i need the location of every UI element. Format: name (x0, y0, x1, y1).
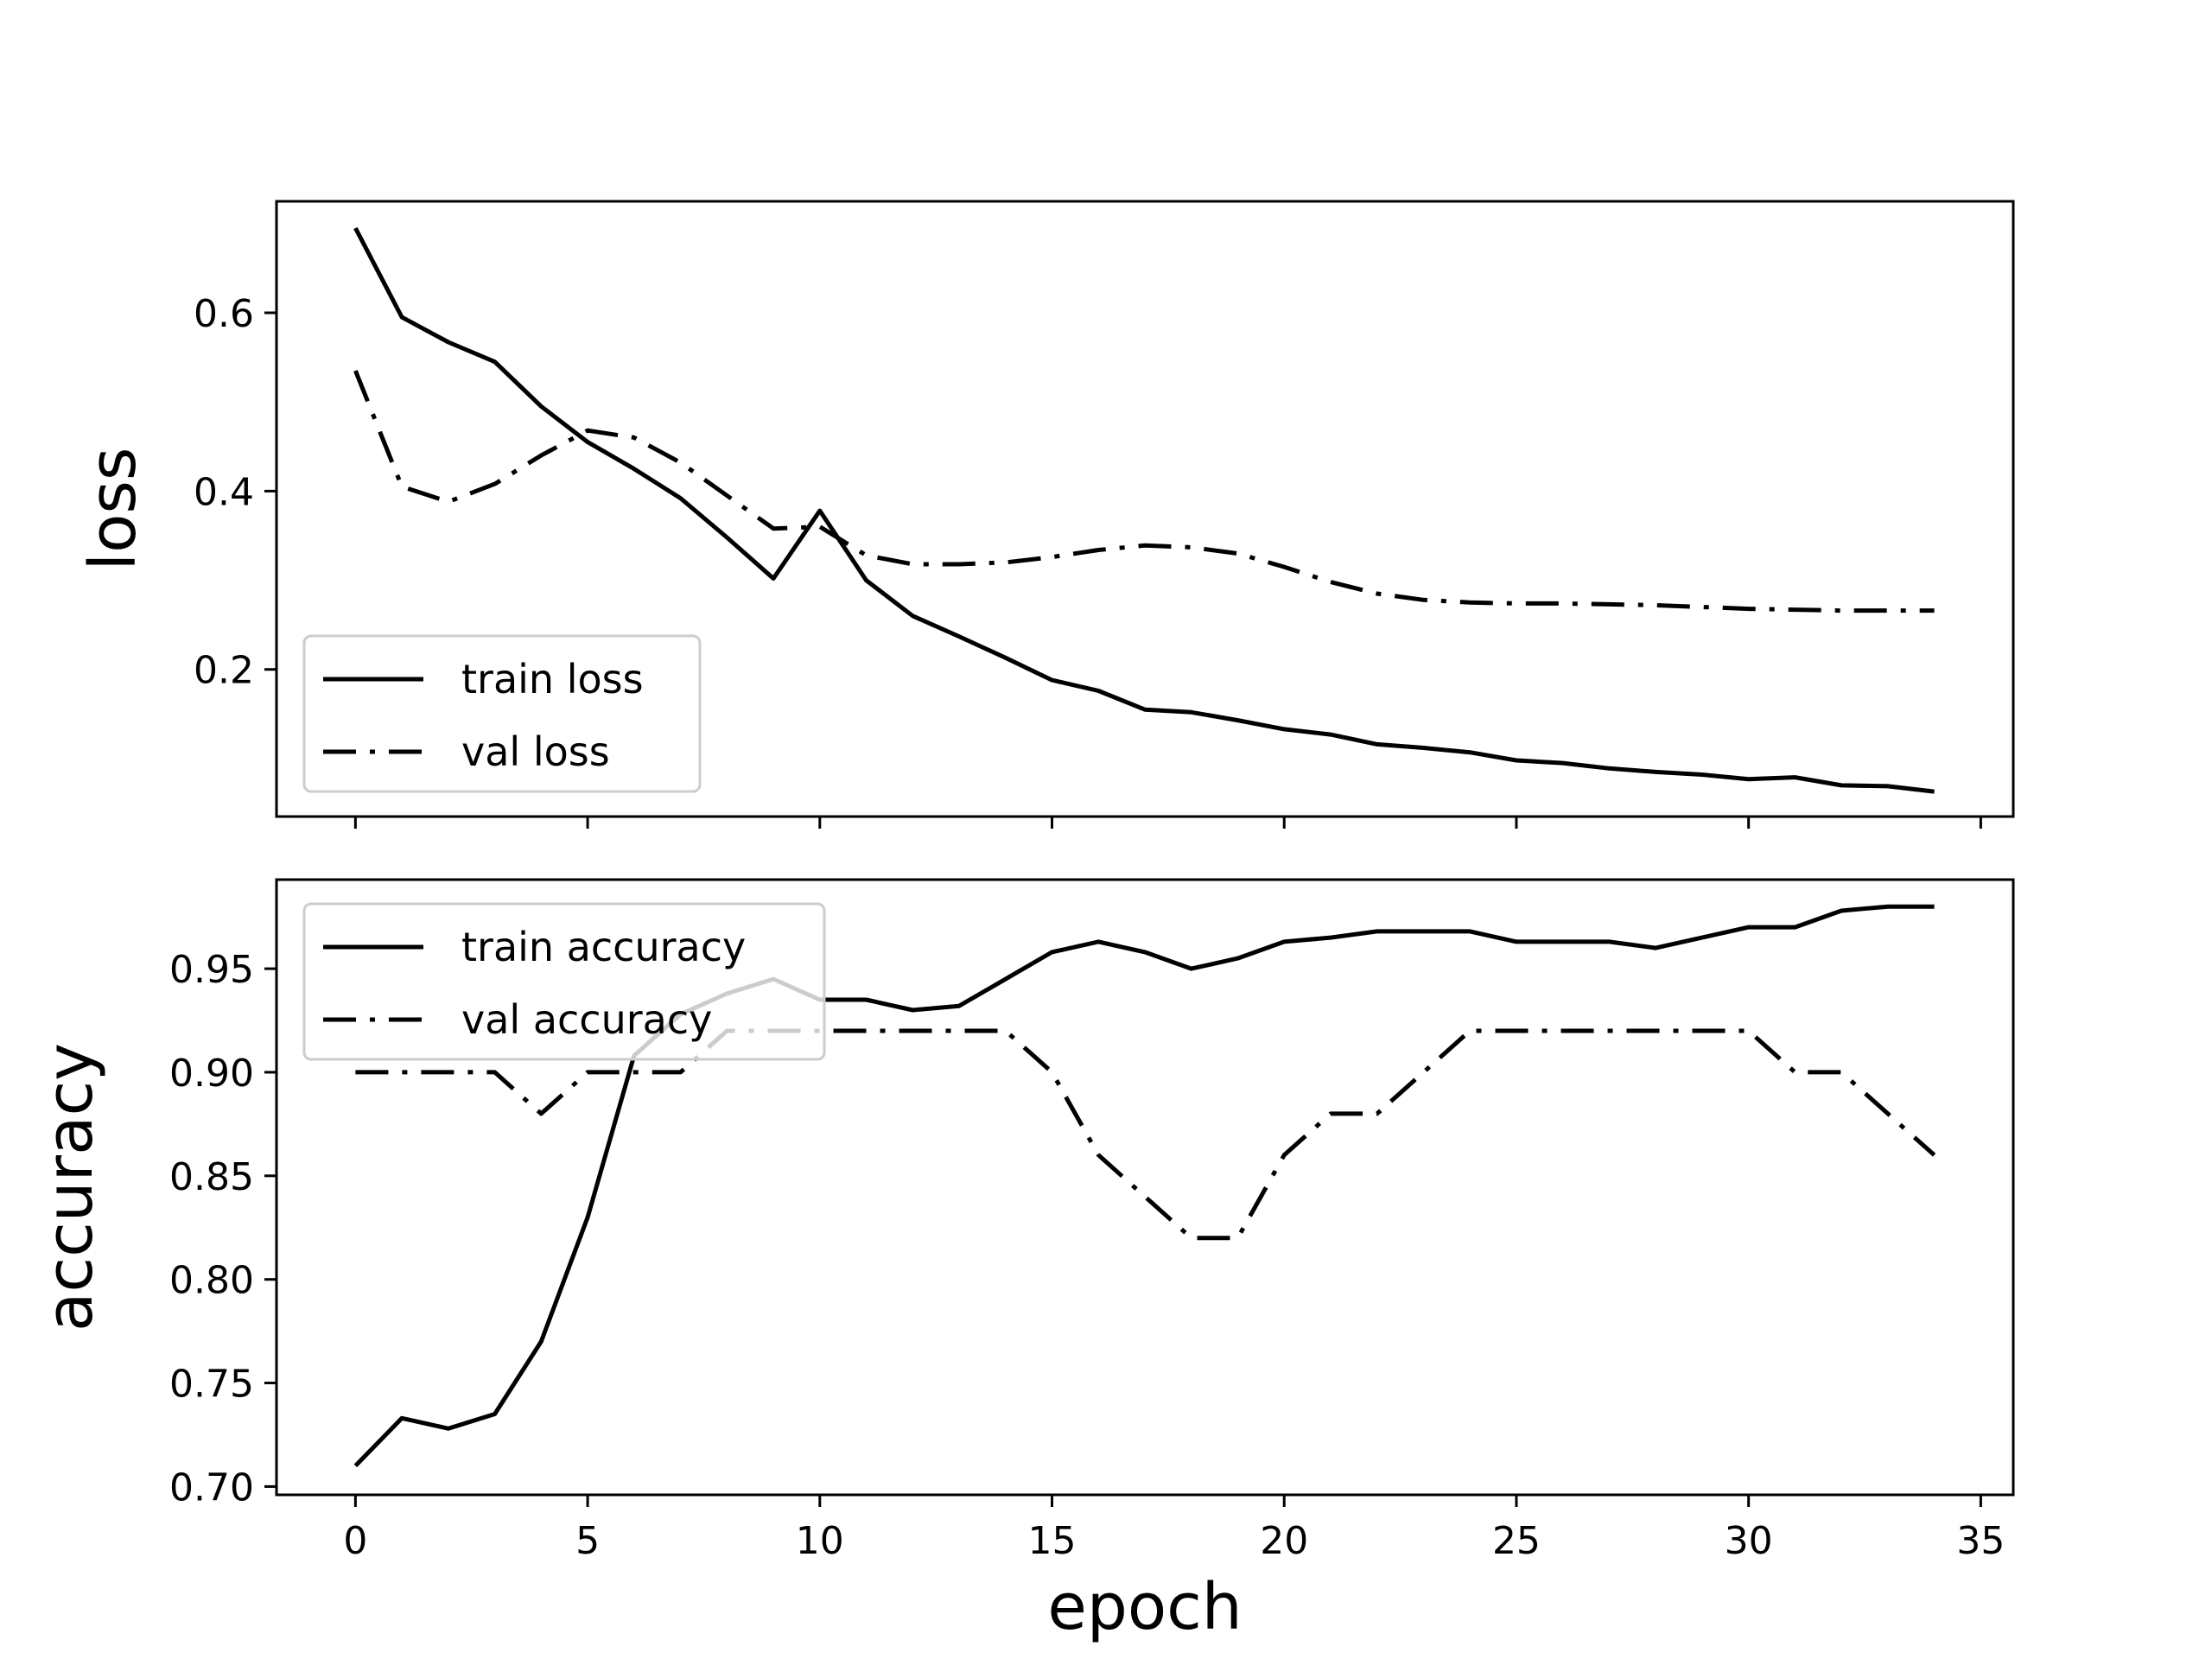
x-tick-label: 20 (1260, 1519, 1308, 1563)
legend: train loss val loss (302, 634, 702, 793)
x-tick-label: 35 (1956, 1519, 2005, 1563)
legend: train accuracy val accuracy (302, 902, 826, 1061)
legend-label: val accuracy (461, 996, 712, 1043)
y-tick-label: 0.85 (169, 1155, 254, 1199)
legend-box (302, 902, 826, 1061)
y-tick-label: 0.75 (169, 1363, 254, 1407)
series-line-train-loss (353, 226, 1935, 794)
y-tick-label: 0.70 (169, 1465, 254, 1510)
y-tick-label: 0.6 (194, 292, 254, 336)
y-tick-label: 0.2 (194, 649, 254, 693)
x-tick-label: 0 (343, 1519, 367, 1563)
y-tick-label: 0.90 (169, 1052, 254, 1096)
y-axis-title: accuracy (33, 1043, 107, 1332)
x-tick-label: 25 (1492, 1519, 1541, 1563)
plot-frame (275, 200, 2015, 818)
x-tick-label: 10 (796, 1519, 844, 1563)
x-tick-label: 15 (1028, 1519, 1077, 1563)
legend-label: val loss (461, 728, 610, 775)
x-tick-label: 30 (1725, 1519, 1773, 1563)
x-axis-title: epoch (1047, 1570, 1242, 1644)
series-line-train-accuracy (353, 904, 1935, 1468)
series-line-val-loss (353, 370, 1935, 613)
y-tick-label: 0.4 (194, 470, 254, 514)
plot-frame (275, 878, 2015, 1497)
series-line-val-accuracy (355, 1028, 1936, 1241)
accuracy-panel: 0.70 0.75 0.80 0.85 0.90 0.95 0 5 10 15 20 25 30 35 ac… (33, 878, 2015, 1644)
legend-label: train loss (461, 656, 644, 702)
y-axis-title: loss (76, 448, 150, 571)
y-tick-label: 0.95 (169, 948, 254, 992)
y-tick-label: 0.80 (169, 1259, 254, 1303)
x-tick-label: 5 (575, 1519, 600, 1563)
loss-panel: 0.2 0.4 0.6 loss train loss val loss (76, 200, 2015, 829)
legend-label: train accuracy (461, 924, 746, 970)
